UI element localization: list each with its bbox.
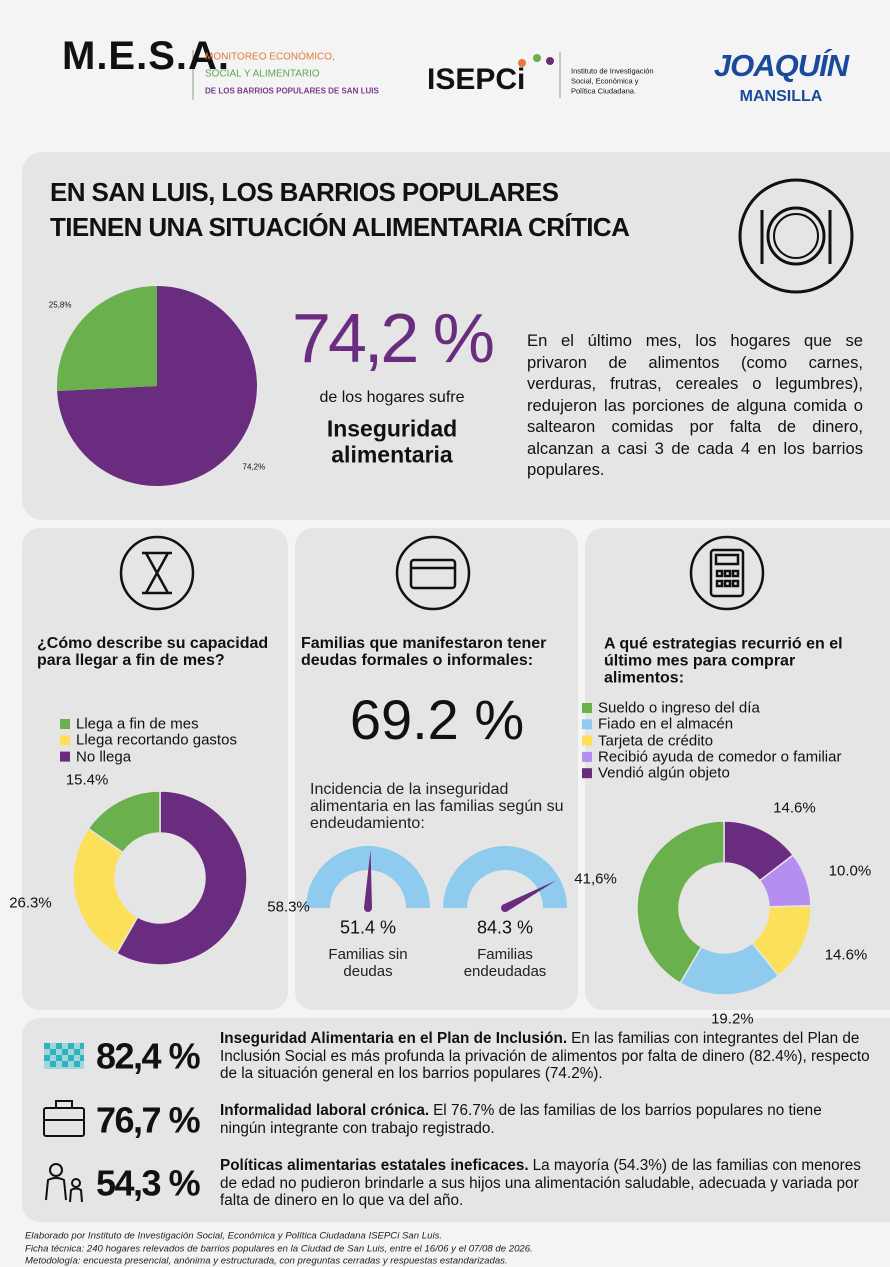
title: TIENEN UNA SITUACIÓN ALIMENTARIA CRÍTICA (50, 212, 630, 243)
gauge-label: Familias endeudadas (463, 946, 547, 981)
title: EN SAN LUIS, LOS BARRIOS POPULARES (50, 177, 559, 208)
logo-line: MONITOREO ECONÓMICO, (205, 51, 335, 63)
legend-label: Llega a fin de mes (76, 715, 199, 733)
logo-dot (546, 57, 554, 65)
highlight-heading: Inseguridad Alimentaria en el Plan de In… (220, 1030, 568, 1047)
brand: JOAQUÍN (713, 48, 849, 84)
gauge-label: Familias sin deudas (328, 946, 408, 981)
slice (636, 820, 725, 985)
highlight-body: El 76.7% de las familias de los barrios … (220, 1102, 822, 1137)
checker-icon (44, 1043, 84, 1069)
logo: ISEPCi (427, 62, 526, 96)
needle-hub (501, 904, 509, 912)
hero-text: En el último mes, los hogares que se pri… (527, 331, 863, 479)
legend-label: No llega (76, 747, 132, 765)
data-label: 58.3% (267, 897, 310, 915)
gauge-needle (364, 850, 372, 909)
highlight-stat: 76,7 % (96, 1099, 201, 1141)
hourglass-icon (119, 535, 195, 611)
gauge-track (443, 846, 567, 908)
needle-hub (364, 904, 372, 912)
logo: M.E.S.A. (62, 34, 231, 78)
chart-title: A qué estrategias recurrió en el último … (604, 635, 843, 687)
data-label: 25,8% (48, 300, 72, 310)
big-stat: 69.2 % (349, 687, 525, 751)
data-label: 10.0% (828, 862, 872, 880)
legend-label: Sueldo o ingreso del día (598, 699, 760, 717)
legend-swatch (582, 719, 592, 730)
footer-line: Ficha técnica: 240 hogares relevados de … (25, 1242, 533, 1254)
legend-swatch (60, 735, 70, 746)
gauge-track (306, 846, 430, 908)
data-label: 19.2% (711, 1010, 754, 1028)
slice (56, 286, 157, 392)
legend-label: Llega recortando gastos (76, 731, 237, 749)
card-icon (395, 535, 471, 611)
briefcase-icon (43, 1100, 85, 1137)
highlight-stat: 54,3 % (96, 1162, 201, 1204)
slice (57, 286, 257, 486)
data-label: 14.6% (824, 946, 868, 963)
logo-line: SOCIAL Y ALIMENTARIO (205, 68, 320, 80)
data-label: 84.3 % (476, 917, 534, 938)
data-label: 74,2% (242, 462, 266, 472)
logo-line: Instituto de Investigación (571, 66, 654, 76)
data-label: 51.4 % (339, 917, 397, 938)
logo-dot (518, 59, 526, 67)
legend-swatch (60, 751, 70, 762)
highlight-text: Informalidad laboral crónica. El 76.7% de… (220, 1102, 870, 1137)
legend-swatch (582, 768, 592, 779)
slice (72, 827, 139, 955)
logo-line: Social, Económica y (571, 76, 639, 86)
chart-title: Familias que manifestaron tener deudas f… (301, 635, 547, 669)
highlight-body: La mayoría (54.3%) de las familias con m… (220, 1157, 861, 1209)
stat-caption: de los hogares sufre (319, 388, 465, 406)
hero-stat: 74,2 % (292, 298, 495, 377)
slice (115, 790, 248, 966)
plate-icon (738, 178, 854, 294)
highlight-body: En las familias con integrantes del Plan… (220, 1030, 870, 1082)
data-label: 15.4% (65, 771, 109, 789)
highlight-stat: 82,4 % (96, 1035, 201, 1077)
calculator-icon (689, 535, 765, 611)
legend-swatch (582, 703, 592, 713)
legend-label: Tarjeta de crédito (598, 731, 714, 749)
panel (22, 1018, 890, 1222)
legend-label: Recibió ayuda de comedor o familiar (598, 748, 842, 766)
data-label: 26.3% (9, 893, 52, 911)
data-label: 41,6% (574, 870, 617, 888)
legend-swatch (60, 719, 70, 729)
legend-swatch (582, 751, 592, 762)
logo-line: DE LOS BARRIOS POPULARES DE SAN LUIS (205, 86, 379, 96)
chart-subtitle: Incidencia de la inseguridad alimentaria… (310, 781, 564, 832)
highlight-text: Políticas alimentarias estatales inefica… (220, 1157, 870, 1210)
slice (87, 790, 161, 854)
family-icon (45, 1163, 83, 1203)
gauge-needle (503, 880, 557, 912)
legend-swatch (582, 735, 592, 746)
chart-title: ¿Cómo describe su capacidad para llegar … (37, 635, 269, 669)
logo-dot (533, 54, 541, 62)
footer-line: Elaborado por Instituto de Investigación… (25, 1230, 443, 1242)
data-label: 14.6% (773, 799, 816, 817)
highlight-text: Inseguridad Alimentaria en el Plan de In… (220, 1030, 870, 1083)
highlight-heading: Políticas alimentarias estatales inefica… (220, 1157, 529, 1174)
footer-line: Metodología: encuesta presencial, anónim… (25, 1255, 508, 1267)
legend-label: Fiado en el almacén (598, 715, 734, 733)
stat-label: Inseguridad alimentaria (326, 415, 458, 468)
panel (295, 528, 578, 1010)
legend-label: Vendió algún objeto (598, 764, 730, 782)
brand: MANSILLA (739, 87, 823, 105)
logo-line: Política Ciudadana. (571, 86, 637, 96)
highlight-heading: Informalidad laboral crónica. (220, 1102, 430, 1119)
